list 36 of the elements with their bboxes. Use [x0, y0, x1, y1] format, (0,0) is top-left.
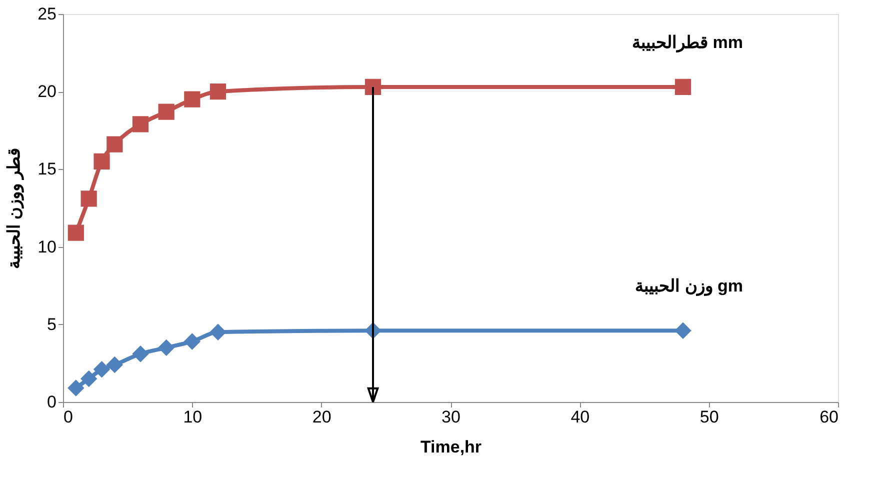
- y-tick-label: 15: [38, 160, 56, 179]
- point: [106, 356, 124, 374]
- point: [93, 361, 110, 378]
- y-axis-title: قطر ووزن الحبيبة: [4, 148, 25, 270]
- x-tick-label: 50: [700, 408, 719, 426]
- y-tick-label: 5: [47, 314, 56, 334]
- point: [106, 136, 123, 152]
- point: [80, 370, 98, 388]
- x-axis-title: Time,hr: [420, 438, 482, 456]
- point: [210, 84, 226, 100]
- point: [132, 346, 149, 362]
- point: [184, 91, 200, 108]
- x-tick-label: 60: [820, 408, 838, 426]
- x-tick-label: 10: [183, 408, 202, 426]
- x-tick-label: 40: [570, 408, 590, 426]
- point: [184, 333, 201, 350]
- point: [674, 78, 692, 96]
- y-tick-label: 0: [47, 392, 56, 412]
- point: [68, 380, 84, 396]
- y-tick-label: 25: [38, 4, 56, 24]
- point: [210, 324, 226, 341]
- y-tick-label: 10: [38, 237, 56, 256]
- point: [80, 190, 97, 207]
- point: [158, 339, 175, 356]
- point: [132, 116, 149, 132]
- text: وزن الحبيبة gm: [635, 276, 743, 297]
- point: [158, 104, 174, 120]
- point: [364, 78, 382, 96]
- point: [94, 153, 110, 170]
- text: قطرالحبيبة mm: [632, 32, 743, 53]
- x-tick-label: 20: [312, 408, 332, 426]
- x-tick-label: 30: [442, 408, 460, 426]
- point: [68, 224, 84, 241]
- y-tick-label: 20: [38, 82, 56, 102]
- x-tick-label: 0: [64, 408, 73, 426]
- point: [674, 322, 692, 339]
